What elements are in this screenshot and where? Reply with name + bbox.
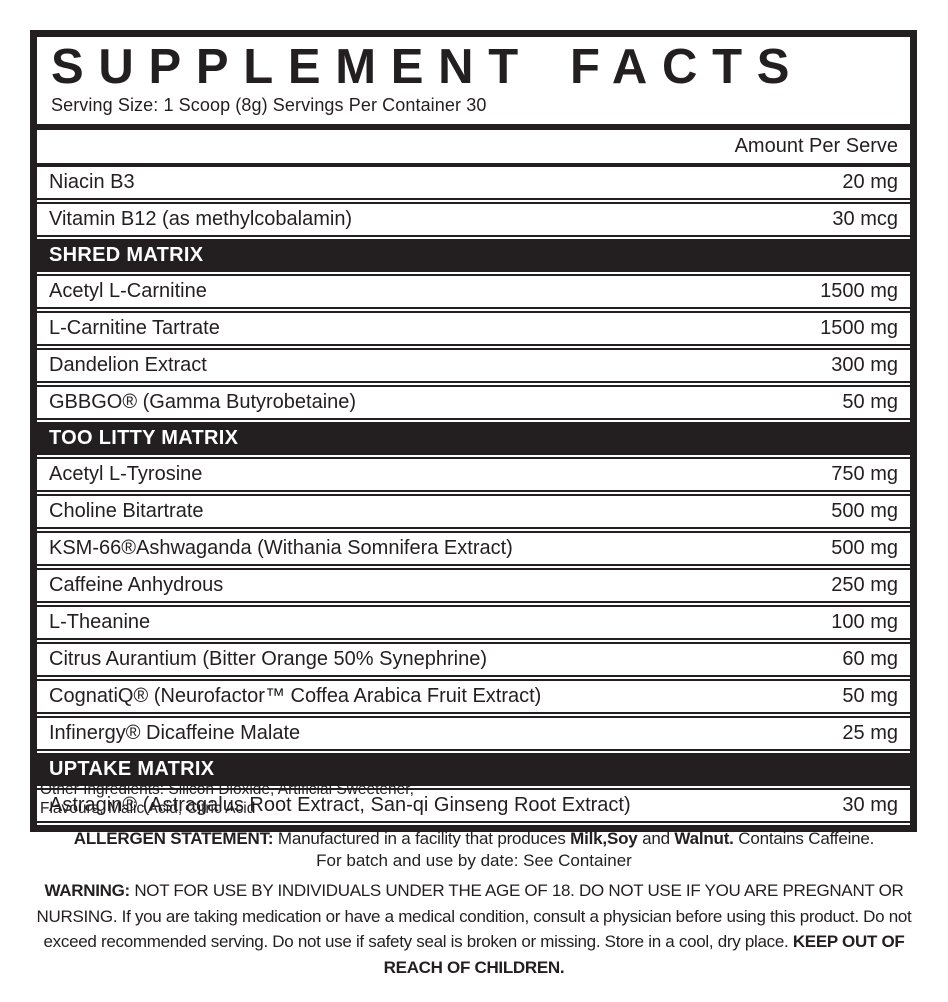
ingredient-amount: 50 mg (842, 685, 898, 707)
supplement-facts-panel: SUPPLEMENT FACTS Serving Size: 1 Scoop (… (30, 30, 917, 832)
ingredient-name: L-Theanine (49, 611, 151, 633)
ingredient-amount: 30 mg (842, 794, 898, 816)
ingredient-amount: 30 mcg (832, 208, 898, 230)
allergen-statement: ALLERGEN STATEMENT: Manufactured in a fa… (73, 829, 875, 848)
ingredient-name: Acetyl L-Tyrosine (49, 463, 203, 485)
section-header: TOO LITTY MATRIX (37, 422, 910, 455)
section-header: UPTAKE MATRIX (37, 753, 910, 786)
warning-statement: WARNING: NOT FOR USE BY INDIVIDUALS UNDE… (36, 881, 912, 977)
ingredient-amount: 20 mg (842, 171, 898, 193)
amount-column-header: Amount Per Serve (37, 130, 910, 167)
table-row: L-Carnitine Tartrate 1500 mg (37, 311, 910, 346)
ingredient-amount: 250 mg (831, 574, 898, 596)
panel-header: SUPPLEMENT FACTS Serving Size: 1 Scoop (… (37, 37, 910, 130)
ingredient-name: GBBGO® (Gamma Butyrobetaine) (49, 391, 357, 413)
ingredient-amount: 1500 mg (820, 317, 898, 339)
ingredient-amount: 100 mg (831, 611, 898, 633)
table-row: Citrus Aurantium (Bitter Orange 50% Syne… (37, 642, 910, 677)
ingredient-amount: 300 mg (831, 354, 898, 376)
table-row: L-Theanine 100 mg (37, 605, 910, 640)
table-row: Acetyl L-Tyrosine 750 mg (37, 457, 910, 492)
table-row: CognatiQ® (Neurofactor™ Coffea Arabica F… (37, 679, 910, 714)
table-row: Acetyl L-Carnitine 1500 mg (37, 274, 910, 309)
ingredient-name: Niacin B3 (49, 171, 135, 193)
other-ingredients-text: Other Ingredients: Silicon Dioxide, Arti… (40, 781, 414, 818)
ingredient-name: L-Carnitine Tartrate (49, 317, 220, 339)
batch-date-line: For batch and use by date: See Container (316, 851, 632, 870)
ingredient-name: Astragin® (Astragalus Root Extract, San-… (49, 794, 631, 816)
table-row: GBBGO® (Gamma Butyrobetaine) 50 mg (37, 385, 910, 420)
ingredient-amount: 750 mg (831, 463, 898, 485)
table-row: Niacin B3 20 mg (37, 167, 910, 200)
table-row: Caffeine Anhydrous 250 mg (37, 568, 910, 603)
ingredient-name: Caffeine Anhydrous (49, 574, 224, 596)
ingredient-name: Acetyl L-Carnitine (49, 280, 207, 302)
ingredient-amount: 25 mg (842, 722, 898, 744)
ingredient-amount: 50 mg (842, 391, 898, 413)
table-row: Infinergy® Dicaffeine Malate 25 mg (37, 716, 910, 751)
table-row: KSM-66®Ashwaganda (Withania Somnifera Ex… (37, 531, 910, 566)
ingredient-name: Choline Bitartrate (49, 500, 204, 522)
section-header: SHRED MATRIX (37, 239, 910, 272)
ingredient-name: Citrus Aurantium (Bitter Orange 50% Syne… (49, 648, 487, 670)
ingredient-name: KSM-66®Ashwaganda (Withania Somnifera Ex… (49, 537, 513, 559)
table-row: Astragin® (Astragalus Root Extract, San-… (37, 788, 910, 823)
ingredient-amount: 500 mg (831, 537, 898, 559)
ingredient-amount: 1500 mg (820, 280, 898, 302)
serving-size-line: Serving Size: 1 Scoop (8g) Servings Per … (51, 95, 487, 115)
ingredient-name: Dandelion Extract (49, 354, 207, 376)
ingredient-name: CognatiQ® (Neurofactor™ Coffea Arabica F… (49, 685, 542, 707)
ingredient-amount: 500 mg (831, 500, 898, 522)
table-row: Choline Bitartrate 500 mg (37, 494, 910, 529)
table-row: Vitamin B12 (as methylcobalamin) 30 mcg (37, 202, 910, 237)
table-row: Dandelion Extract 300 mg (37, 348, 910, 383)
ingredient-name: Infinergy® Dicaffeine Malate (49, 722, 301, 744)
ingredient-rows: Niacin B3 20 mg Vitamin B12 (as methylco… (37, 167, 910, 823)
ingredient-amount: 60 mg (842, 648, 898, 670)
ingredient-name: Vitamin B12 (as methylcobalamin) (49, 208, 353, 230)
panel-title: SUPPLEMENT FACTS (51, 40, 805, 94)
